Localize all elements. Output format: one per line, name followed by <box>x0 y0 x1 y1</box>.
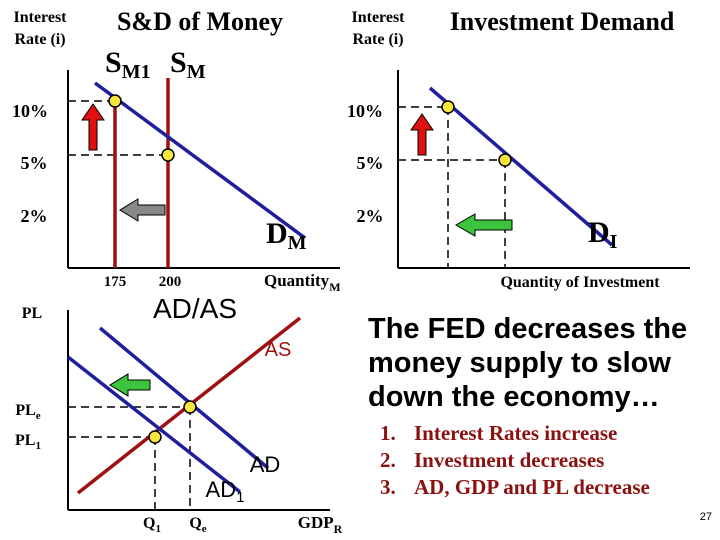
y-label: Interest <box>351 9 405 26</box>
y-label: PL <box>22 305 42 322</box>
left-arrow <box>455 213 513 237</box>
y-label: Rate (i) <box>14 31 65 48</box>
title: S&D of Money <box>117 7 283 36</box>
adas-graph: PL AD/AS AS PLe PL1 AD AD1 Q1 Qe GDPR <box>15 293 343 536</box>
money-graph: Interest Rate (i) S&D of Money SM1 SM 10… <box>12 7 341 294</box>
rate-label: 10% <box>12 101 48 121</box>
supply-label: AS <box>265 339 292 361</box>
list-number: 3. <box>380 475 396 499</box>
heading-line: money supply to slow <box>368 347 671 379</box>
demand-label: DI <box>588 216 618 253</box>
heading-line: The FED decreases the <box>368 313 687 345</box>
list-text: AD, GDP and PL decrease <box>414 475 650 499</box>
point <box>108 94 122 108</box>
up-arrow <box>410 113 434 156</box>
demand-label: DM <box>266 217 307 254</box>
demand-label: AD1 <box>206 477 245 506</box>
point <box>183 400 197 414</box>
x-label: Quantity of Investment <box>500 274 660 291</box>
quantity-label: Q1 <box>143 515 161 535</box>
y-label: Rate (i) <box>352 31 403 48</box>
rate-label: 2% <box>21 206 48 226</box>
rate-label: 2% <box>357 206 384 226</box>
supply-label: SM1 <box>105 46 151 83</box>
quantity-label: 175 <box>104 274 127 290</box>
price-label: PLe <box>15 402 40 422</box>
list-number: 2. <box>380 448 396 472</box>
investment-graph: Interest Rate (i) Investment Demand 10% … <box>347 7 690 291</box>
point <box>498 153 512 167</box>
list-text: Investment decreases <box>414 448 604 472</box>
demand-line <box>66 355 242 494</box>
summary: The FED decreases the money supply to sl… <box>368 313 687 499</box>
rate-label: 10% <box>347 101 383 121</box>
demand-line <box>93 81 307 240</box>
supply-label: SM <box>170 46 206 83</box>
list-text: Interest Rates increase <box>414 421 617 445</box>
point <box>161 148 175 162</box>
point <box>441 100 455 114</box>
demand-label: AD <box>250 452 281 477</box>
up-arrow <box>81 103 105 151</box>
list-number: 1. <box>380 421 396 445</box>
heading-line: down the economy… <box>368 381 660 413</box>
quantity-label: 200 <box>159 274 182 290</box>
page-number: 27 <box>700 511 712 523</box>
title: Investment Demand <box>450 7 675 36</box>
left-arrow <box>109 373 151 397</box>
demand-line <box>98 326 270 470</box>
point <box>148 430 162 444</box>
demand-line <box>428 86 614 247</box>
rate-label: 5% <box>357 153 384 173</box>
title: AD/AS <box>153 293 237 324</box>
price-label: PL1 <box>15 432 41 452</box>
rate-label: 5% <box>21 153 48 173</box>
quantity-label: Qe <box>189 515 206 535</box>
x-label: QuantityM <box>264 271 341 294</box>
x-label: GDPR <box>298 513 343 536</box>
y-label: Interest <box>13 9 67 26</box>
left-arrow <box>119 198 166 222</box>
